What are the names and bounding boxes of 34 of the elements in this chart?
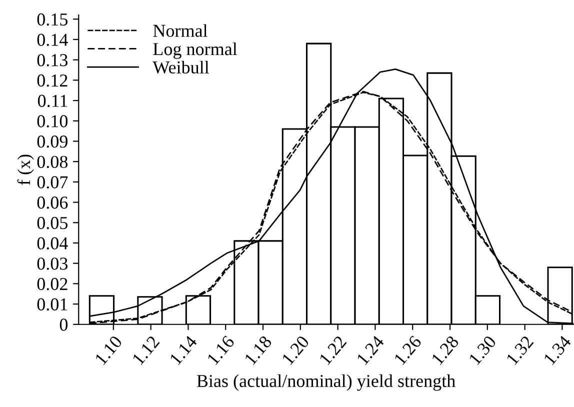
x-tick-label: 1.12 [132, 335, 160, 366]
x-tick-label: 1.28 [431, 334, 460, 366]
x-tick-label: 1.18 [244, 334, 272, 366]
legend-label: Weibull [152, 60, 210, 74]
legend-label: Normal [153, 24, 208, 37]
x-tick-label: 1.24 [356, 334, 385, 366]
x-tick-label: 1.30 [468, 334, 497, 366]
y-tick-label: 0 [60, 318, 68, 331]
y-tick-label: 0.07 [37, 176, 68, 188]
y-tick-label: 0.01 [37, 298, 68, 311]
y-tick-label: 0.03 [37, 258, 68, 270]
y-tick-label: 0.11 [38, 94, 68, 108]
x-tick-label: 1.16 [206, 334, 236, 366]
x-tick-label: 1.10 [94, 334, 123, 366]
y-tick-label: 0.13 [37, 54, 68, 66]
x-axis-title: Bias (actual/nominal) yield strength [196, 374, 456, 391]
y-tick-label: 0.02 [37, 278, 68, 290]
legend-label: Log normal [153, 42, 238, 59]
y-tick-label: 0.05 [37, 216, 68, 230]
y-tick-label: 0.10 [37, 115, 68, 128]
x-tick-label: 1.14 [169, 334, 198, 366]
x-tick-label: 1.32 [506, 335, 534, 366]
x-tick-label: 1.22 [318, 335, 347, 366]
x-tick-label: 1.20 [282, 334, 310, 366]
y-tick-label: 0.12 [37, 74, 68, 87]
y-tick-label: 0.09 [37, 135, 68, 148]
y-tick-label: 0.15 [37, 13, 68, 26]
y-axis-title: f (x) [17, 154, 34, 185]
x-tick-label: 1.26 [394, 334, 422, 366]
y-tick-label: 0.06 [37, 196, 68, 209]
x-tick-label: 1.34 [543, 334, 572, 366]
y-tick-label: 0.08 [37, 156, 68, 168]
y-tick-label: 0.04 [37, 237, 68, 250]
y-tick-label: 0.14 [37, 34, 68, 46]
